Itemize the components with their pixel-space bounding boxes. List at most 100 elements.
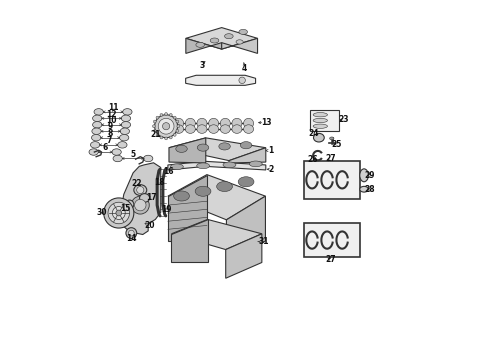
Text: 10: 10: [106, 116, 117, 125]
Ellipse shape: [93, 122, 102, 128]
Text: 27: 27: [326, 255, 336, 264]
Ellipse shape: [118, 141, 127, 148]
Ellipse shape: [170, 113, 172, 116]
Ellipse shape: [120, 128, 129, 134]
Text: 28: 28: [365, 185, 375, 194]
Text: 2: 2: [268, 165, 273, 174]
Ellipse shape: [156, 116, 159, 119]
Ellipse shape: [220, 125, 230, 134]
Ellipse shape: [239, 30, 247, 35]
Ellipse shape: [134, 185, 147, 195]
Text: 21: 21: [151, 130, 161, 139]
Ellipse shape: [209, 118, 219, 129]
Ellipse shape: [156, 134, 159, 136]
Ellipse shape: [244, 118, 254, 129]
Text: 5: 5: [130, 150, 136, 159]
Text: 13: 13: [261, 118, 272, 127]
Polygon shape: [168, 161, 266, 170]
Ellipse shape: [313, 124, 327, 129]
Polygon shape: [226, 196, 266, 265]
Ellipse shape: [116, 210, 122, 216]
Polygon shape: [168, 175, 266, 220]
Ellipse shape: [144, 155, 153, 162]
Polygon shape: [169, 138, 206, 163]
Ellipse shape: [153, 120, 156, 123]
Polygon shape: [172, 220, 262, 249]
Text: 6: 6: [102, 143, 108, 152]
Text: 4: 4: [242, 64, 247, 73]
Text: 25: 25: [332, 140, 342, 149]
Ellipse shape: [360, 186, 368, 192]
Ellipse shape: [244, 125, 254, 134]
Text: 24: 24: [309, 129, 319, 138]
Text: 7: 7: [106, 136, 111, 145]
Ellipse shape: [165, 113, 168, 116]
Ellipse shape: [165, 137, 168, 140]
Ellipse shape: [113, 155, 122, 162]
Ellipse shape: [94, 109, 103, 115]
Text: 18: 18: [154, 178, 165, 187]
Ellipse shape: [360, 169, 368, 182]
Ellipse shape: [313, 118, 327, 123]
Ellipse shape: [122, 109, 132, 115]
Polygon shape: [229, 148, 266, 163]
Polygon shape: [186, 75, 256, 85]
Ellipse shape: [112, 149, 122, 155]
Text: 14: 14: [126, 234, 137, 243]
Text: 23: 23: [339, 115, 349, 124]
Ellipse shape: [173, 125, 184, 134]
Text: 9: 9: [108, 122, 113, 131]
Ellipse shape: [197, 125, 207, 134]
Text: 3: 3: [199, 62, 205, 71]
Ellipse shape: [92, 134, 101, 141]
Text: 16: 16: [163, 167, 174, 176]
Ellipse shape: [209, 125, 219, 134]
Ellipse shape: [313, 113, 327, 117]
Polygon shape: [122, 163, 161, 234]
Text: 26: 26: [307, 155, 318, 164]
Ellipse shape: [108, 202, 129, 224]
Ellipse shape: [126, 228, 137, 238]
Bar: [304, 161, 360, 199]
Ellipse shape: [131, 196, 149, 214]
Polygon shape: [172, 220, 208, 262]
Polygon shape: [186, 39, 221, 53]
Ellipse shape: [158, 118, 174, 134]
Ellipse shape: [173, 134, 176, 136]
Ellipse shape: [196, 42, 204, 47]
Ellipse shape: [236, 40, 243, 44]
Ellipse shape: [176, 145, 187, 152]
Polygon shape: [168, 175, 207, 241]
Text: 8: 8: [107, 129, 113, 138]
Ellipse shape: [217, 181, 232, 192]
Ellipse shape: [195, 186, 211, 196]
Ellipse shape: [177, 125, 180, 128]
Ellipse shape: [122, 115, 131, 122]
Bar: [304, 223, 360, 257]
Ellipse shape: [120, 134, 129, 141]
Ellipse shape: [173, 116, 176, 119]
Ellipse shape: [140, 194, 149, 202]
Ellipse shape: [163, 123, 170, 130]
Ellipse shape: [224, 34, 233, 39]
Text: 12: 12: [106, 109, 117, 118]
Ellipse shape: [223, 162, 236, 168]
Ellipse shape: [219, 143, 230, 150]
Ellipse shape: [185, 125, 196, 134]
Bar: [310, 110, 339, 131]
Ellipse shape: [239, 77, 245, 84]
Text: 15: 15: [120, 204, 130, 213]
Ellipse shape: [330, 137, 334, 140]
Polygon shape: [226, 234, 262, 278]
Ellipse shape: [176, 130, 179, 132]
Polygon shape: [221, 39, 258, 53]
Ellipse shape: [232, 118, 242, 129]
Ellipse shape: [160, 113, 163, 116]
Ellipse shape: [89, 149, 98, 155]
Text: 17: 17: [146, 193, 156, 202]
Ellipse shape: [196, 163, 210, 169]
Ellipse shape: [104, 198, 134, 228]
Ellipse shape: [125, 200, 134, 209]
Ellipse shape: [91, 141, 100, 148]
Ellipse shape: [173, 118, 184, 129]
